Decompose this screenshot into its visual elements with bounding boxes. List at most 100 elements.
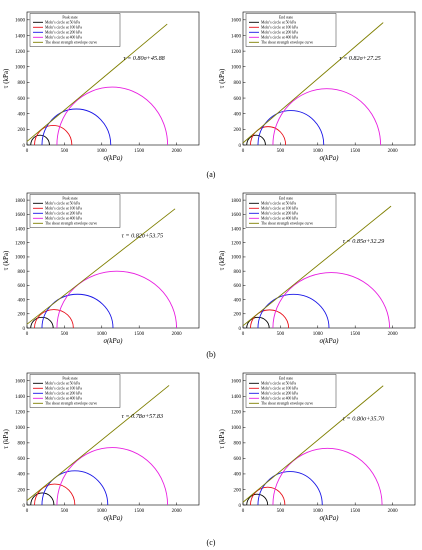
x-tick-label: 1000: [97, 149, 108, 154]
legend-entry: The shear strength envelope curve: [45, 402, 97, 406]
y-tick-label: 800: [234, 442, 242, 447]
y-tick-label: 400: [234, 298, 242, 303]
y-tick-label: 0: [239, 504, 242, 509]
mohr-circle-200kpa: [257, 110, 325, 145]
x-axis-label: σ(kPa): [104, 154, 124, 162]
y-tick-label: 1000: [231, 66, 242, 71]
legend-entry: The shear strength envelope curve: [45, 222, 97, 226]
x-tick-label: 500: [61, 149, 69, 154]
y-tick-label: 600: [18, 457, 26, 462]
y-tick-label: 1600: [231, 213, 242, 218]
y-tick-label: 400: [18, 298, 26, 303]
x-axis-label: σ(kPa): [104, 514, 124, 522]
y-tick-label: 1200: [231, 50, 242, 55]
y-axis-label: τ (kPa): [2, 250, 10, 270]
chart-6: 0 500 1000 1500 2000 0 200 400 600 800 1000 1200 140…: [218, 372, 416, 522]
x-tick-label: 2000: [388, 149, 399, 154]
y-tick-label: 1400: [15, 34, 26, 39]
y-tick-label: 200: [18, 313, 26, 318]
y-tick-label: 1400: [231, 227, 242, 232]
x-axis-label: σ(kPa): [104, 337, 124, 345]
envelope-line: [242, 22, 384, 144]
x-tick-label: 500: [277, 509, 285, 514]
x-tick-label: 1000: [313, 509, 324, 514]
y-tick-label: 800: [234, 81, 242, 86]
y-tick-label: 400: [18, 473, 26, 478]
y-tick-label: 0: [23, 144, 26, 149]
x-tick-label: 2000: [388, 509, 399, 514]
plot-frame: [26, 11, 200, 146]
legend-entry: Mohr's circle at 200 kPa: [261, 212, 298, 216]
panel-label-c: (c): [207, 538, 216, 547]
mohr-circle-100kpa: [250, 126, 287, 145]
legend-entry: The shear strength envelope curve: [45, 41, 97, 45]
legend-entry: Mohr's circle at 400 kPa: [45, 36, 82, 40]
mohr-circle-50kpa: [246, 493, 269, 505]
legend-box: [245, 374, 337, 408]
x-tick-label: 1500: [350, 509, 361, 514]
y-tick-label: 600: [234, 97, 242, 102]
y-tick-label: 1400: [15, 395, 26, 400]
mohr-circle-50kpa: [30, 134, 50, 145]
envelope-line: [26, 385, 170, 501]
y-tick-label: 400: [234, 473, 242, 478]
y-tick-label: 200: [234, 488, 242, 493]
x-tick-label: 1500: [350, 332, 361, 337]
envelope-line: [242, 385, 384, 503]
mohr-circle-200kpa: [41, 108, 112, 145]
plot-frame: [242, 11, 416, 146]
y-tick-label: 200: [234, 128, 242, 133]
envelope-equation: τ = 0.78σ+57.83: [122, 413, 163, 420]
y-tick-label: 1400: [231, 34, 242, 39]
y-tick-label: 1600: [231, 380, 242, 385]
x-tick-label: 500: [61, 332, 69, 337]
legend-entry: Mohr's circle at 100 kPa: [45, 207, 82, 211]
x-axis-label: σ(kPa): [320, 154, 340, 162]
y-tick-label: 200: [234, 313, 242, 318]
x-tick-label: 1500: [350, 149, 361, 154]
chart-2: 0 500 1000 1500 2000 0 200 400 600 800 1000 1200 140…: [218, 11, 416, 162]
x-tick-label: 500: [277, 149, 285, 154]
y-tick-label: 200: [18, 488, 26, 493]
envelope-equation: τ = 0.82σ+53.75: [122, 233, 163, 240]
mohr-circle-400kpa: [272, 88, 382, 145]
y-tick-label: 1200: [15, 411, 26, 416]
legend-entry: Mohr's circle at 200 kPa: [45, 212, 82, 216]
y-tick-label: 600: [234, 457, 242, 462]
y-tick-label: 0: [239, 144, 242, 149]
mohr-circle-100kpa: [250, 486, 286, 505]
legend-entry: Mohr's circle at 50 kPa: [261, 382, 296, 386]
legend-box: [245, 13, 337, 47]
y-tick-label: 800: [18, 442, 26, 447]
legend-title: Peak state: [62, 16, 78, 20]
mohr-circle-400kpa: [272, 272, 391, 328]
chart-4: 0 500 1000 1500 2000 0 200 400 600 800 1000 1200 140…: [218, 192, 416, 345]
x-tick-label: 0: [26, 509, 29, 514]
legend-box: [245, 194, 337, 228]
x-tick-label: 0: [26, 149, 29, 154]
y-tick-label: 1400: [15, 227, 26, 232]
x-tick-label: 1000: [313, 149, 324, 154]
y-tick-label: 1000: [15, 66, 26, 71]
legend-entry: Mohr's circle at 50 kPa: [45, 21, 80, 25]
y-tick-label: 800: [18, 270, 26, 275]
mohr-circle-100kpa: [250, 309, 290, 328]
legend-entry: Mohr's circle at 50 kPa: [45, 202, 80, 206]
legend-entry: Mohr's circle at 50 kPa: [261, 21, 296, 25]
x-tick-label: 1000: [97, 509, 108, 514]
y-axis-label: τ (kPa): [2, 68, 10, 88]
x-tick-label: 2000: [172, 509, 183, 514]
panel-label-a: (a): [207, 170, 216, 179]
legend-title: Peak state: [62, 197, 78, 201]
legend-entry: Mohr's circle at 200 kPa: [45, 392, 82, 396]
y-tick-label: 400: [234, 113, 242, 118]
x-tick-label: 1500: [134, 332, 145, 337]
legend-entry: Mohr's circle at 400 kPa: [45, 217, 82, 221]
legend-title: Peak state: [62, 377, 78, 381]
x-tick-label: 1500: [134, 509, 145, 514]
legend-entry: Mohr's circle at 100 kPa: [261, 387, 298, 391]
